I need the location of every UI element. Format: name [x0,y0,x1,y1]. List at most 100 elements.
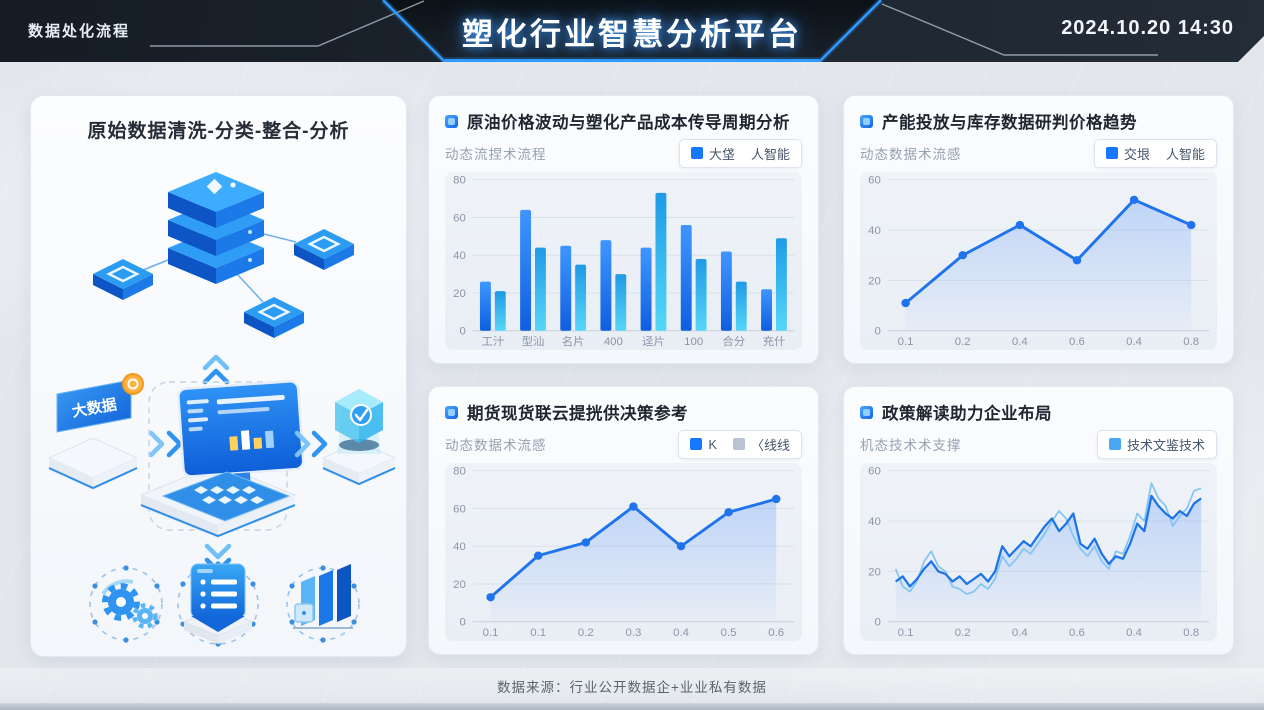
legend-label: 技术文鉴技术 [1126,437,1205,453]
bottom-strip [0,703,1264,710]
svg-text:0.8: 0.8 [1183,627,1199,639]
panel-bullet-icon [445,405,458,419]
panel-subtitle: 动态数据术流感 [860,147,962,162]
panel-subtitle: 动态数据术流感 [445,438,547,453]
legend-chip[interactable]: K 〈线线 [678,429,802,459]
legend-label: 大垡 [708,146,735,162]
report-badge-icon [177,561,259,647]
svg-text:60: 60 [868,175,881,187]
svg-text:0.4: 0.4 [1126,336,1142,348]
svg-text:0.6: 0.6 [1069,627,1085,639]
svg-text:0.4: 0.4 [1126,627,1142,639]
panel-bullet-icon [860,405,873,419]
legend-item[interactable]: K [690,435,717,454]
svg-text:0: 0 [874,326,880,338]
svg-text:20: 20 [453,579,466,591]
line-chart[interactable]: 0 20 40 60 80 0.1 0.1 0.2 0.3 0.4 0.5 0.6 [445,463,802,641]
svg-text:0.2: 0.2 [578,627,594,639]
legend-item[interactable]: 大垡 [690,144,735,163]
panel-bullet-icon [860,114,873,128]
svg-text:工汁: 工汁 [481,335,504,348]
legend-label: 人智能 [750,146,790,162]
svg-text:80: 80 [453,466,466,478]
legend-label: 交垠 [1123,146,1150,162]
legend-item[interactable]: 人智能 [1166,144,1205,163]
svg-text:0.1: 0.1 [483,627,499,639]
arrow-right-icon [294,430,328,458]
process-flow-panel: 原始数据清洗-分类-整合-分析 [30,95,407,657]
svg-text:60: 60 [868,466,881,478]
arrow-up-icon [202,354,230,385]
chart-canvas[interactable]: 0 20 40 60 80 工汁 型汕 名片 400 迳片 100 合分 充什 [445,172,802,350]
svg-text:40: 40 [453,541,466,553]
panel-title: 原油价格波动与塑化产品成本传导周期分析 [467,114,790,132]
data-source-text: 数据来源：行业公开数据企+业业私有数据 [497,679,767,695]
svg-text:0.2: 0.2 [955,627,971,639]
legend-label: 人智能 [1165,146,1205,162]
legend-swatch [1105,147,1118,159]
chart-canvas[interactable]: 0 20 40 60 80 0.1 0.1 0.2 0.3 0.4 0.5 0.6 [445,463,802,641]
svg-text:0: 0 [874,617,880,629]
svg-text:40: 40 [453,250,466,262]
svg-text:名片: 名片 [562,334,585,348]
panel-policy: 政策解读助力企业布局 机态技术术支撑 技术文鉴技术 0 20 40 60 0.1 0.2 0… [843,386,1234,655]
legend-chip[interactable]: 交垠 人智能 [1093,138,1217,168]
analysis-workstation-icon [139,380,305,538]
process-panel-title: 原始数据清洗-分类-整合-分析 [87,121,350,142]
line-chart[interactable]: 0 20 40 60 0.1 0.2 0.4 0.6 0.4 0.8 [860,172,1217,350]
svg-text:0.6: 0.6 [1069,336,1085,348]
legend-item[interactable]: 交垠 [1105,144,1150,163]
multi-line-chart[interactable]: 0 20 40 60 0.1 0.2 0.4 0.6 0.4 0.8 [860,463,1217,641]
legend-chip[interactable]: 技术文鉴技术 [1096,429,1217,459]
svg-text:合分: 合分 [722,334,745,348]
gears-badge-icon [89,565,163,643]
svg-text:0.8: 0.8 [1183,336,1199,348]
header-bar: 塑化行业智慧分析平台 数据处化流程 2024.10.20 14:30 [0,0,1264,62]
panel-bullet-icon [445,114,458,128]
panel-futures: 期货现货联云提挄供决策参考 动态数据术流感 K 〈线线 0 20 40 60 80 0.1 0… [428,386,819,655]
svg-text:迳片: 迳片 [642,335,665,348]
panel-capacity: 产能投放与库存数据研判价格趋势 动态数据术流感 交垠 人智能 0 20 40 60 0.1… [843,95,1234,364]
bar-chart[interactable]: 0 20 40 60 80 工汁 型汕 名片 400 迳片 100 合分 充什 [445,172,802,350]
svg-text:0.1: 0.1 [898,336,914,348]
legend-item[interactable]: 〈线线 [732,435,790,454]
header-title-plate: 塑化行业智慧分析平台 [382,0,882,62]
svg-text:80: 80 [453,175,466,187]
svg-text:20: 20 [868,566,881,578]
panel-title: 期货现货联云提挄供决策参考 [467,405,688,423]
legend-swatch [690,147,703,159]
legend-item[interactable]: 人智能 [751,144,790,163]
svg-text:0.4: 0.4 [1012,627,1028,639]
svg-text:充什: 充什 [763,334,786,348]
panel-title: 政策解读助力企业布局 [882,405,1052,423]
page-title: 塑化行业智慧分析平台 [462,16,802,52]
process-illustration: 大数据 [47,172,397,647]
footer: 数据来源：行业公开数据企+业业私有数据 [0,668,1264,703]
svg-text:0.4: 0.4 [1012,336,1028,348]
svg-text:20: 20 [453,288,466,300]
chart-canvas[interactable]: 0 20 40 60 0.1 0.2 0.4 0.6 0.4 0.8 [860,172,1217,350]
panel-subtitle: 机态技术术支撑 [860,438,962,453]
legend-item[interactable]: 技术文鉴技术 [1108,435,1205,454]
hologram-check-icon [321,389,397,486]
keyboard-keys [194,486,264,504]
svg-text:0.3: 0.3 [625,627,641,639]
header-decor-lines [150,0,1264,62]
legend-chip[interactable]: 大垡 人智能 [678,138,802,168]
legend-swatch [1108,438,1121,450]
dashboard-grid: 原油价格波动与塑化产品成本传导周期分析 动态流捏术流程 大垡 人智能 0 20 40 6… [428,95,1234,655]
database-stack-icon [142,172,297,303]
legend-swatch [690,438,703,450]
svg-text:60: 60 [453,212,466,224]
legend-swatch [732,438,745,450]
svg-text:0.4: 0.4 [673,627,689,639]
svg-text:0.2: 0.2 [955,336,971,348]
svg-text:40: 40 [868,225,881,237]
svg-text:100: 100 [684,336,703,348]
svg-text:0: 0 [459,326,465,338]
arrow-right-icon [148,430,183,458]
header-left-label: 数据处化流程 [28,23,131,40]
panel-subtitle: 动态流捏术流程 [445,147,547,162]
chart-canvas[interactable]: 0 20 40 60 0.1 0.2 0.4 0.6 0.4 0.8 [860,463,1217,641]
svg-text:400: 400 [604,336,623,348]
